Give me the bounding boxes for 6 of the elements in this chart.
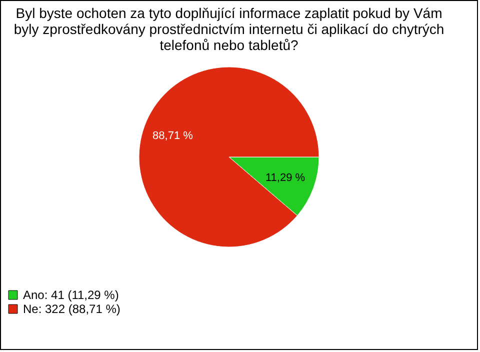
data-label: 88,71 % (152, 130, 194, 142)
pie-slice (138, 66, 320, 248)
data-label: 11,29 % (265, 172, 306, 184)
legend-label: Ne: 322 (88,71 %) (23, 302, 120, 316)
legend-label: Ano: 41 (11,29 %) (23, 288, 119, 302)
chart-title: Byl byste ochoten za tyto doplňující informace zaplatit pokud by Vám byly zprostředkovány prostřednictvím internetu či aplikací do chytrých telefonů nebo tabletů? (14, 5, 444, 53)
